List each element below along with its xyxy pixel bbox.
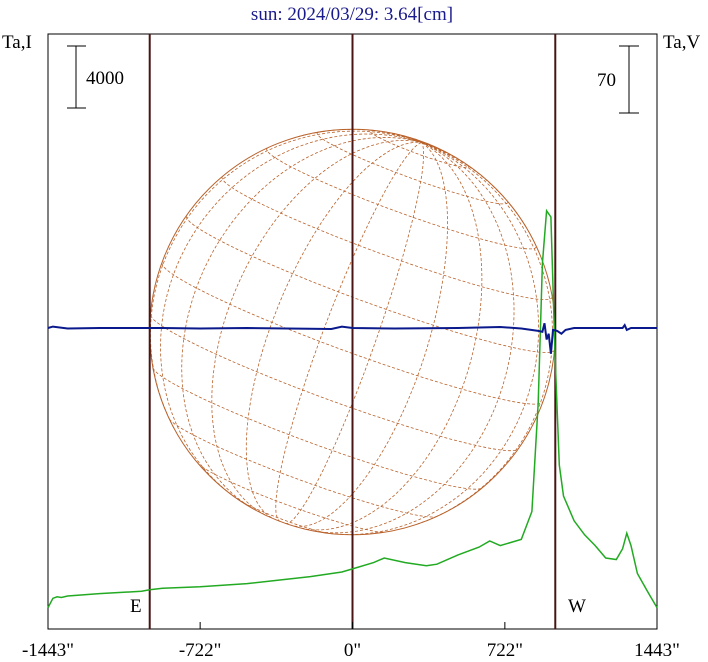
longitude-line	[181, 136, 422, 509]
latitude-line	[161, 262, 543, 405]
longitude-line	[384, 131, 422, 143]
chart-title: sun: 2024/03/29: 3.64[cm]	[251, 4, 453, 25]
x-tick-label: 1443"	[634, 640, 680, 661]
longitude-line	[298, 128, 422, 143]
left-scale-bar	[67, 45, 86, 109]
latitude-line	[239, 499, 331, 534]
longitude-line	[285, 142, 424, 524]
series-line-polarization	[47, 322, 657, 354]
west-label: W	[568, 596, 586, 617]
series-line-intensity	[47, 208, 658, 608]
longitude-line	[301, 142, 483, 531]
east-label: E	[130, 596, 142, 617]
longitude-line	[330, 142, 540, 536]
latitude-line	[150, 315, 519, 452]
latitude-line	[266, 147, 537, 250]
left-axis-label: Ta,I	[2, 32, 32, 53]
latitude-line	[316, 131, 509, 205]
series-group	[47, 208, 658, 608]
latitude-line	[185, 216, 555, 354]
longitude-line	[211, 140, 422, 516]
right-axis-label: Ta,V	[663, 32, 700, 53]
right-scale-label: 70	[597, 70, 616, 91]
latitude-line	[168, 418, 437, 518]
longitude-line	[149, 130, 422, 429]
latitude-line	[197, 463, 386, 533]
x-tick-label: -1443"	[22, 640, 74, 661]
latitude-line	[152, 367, 482, 490]
longitude-line	[160, 133, 422, 501]
longitude-line	[421, 142, 527, 227]
left-scale-label: 4000	[86, 68, 124, 89]
longitude-line	[245, 141, 422, 519]
x-tick-label: 0"	[344, 640, 361, 661]
right-scale-bar	[619, 45, 639, 114]
solar-disk	[149, 128, 556, 536]
x-tick-label: -722"	[179, 640, 222, 661]
longitude-line	[421, 142, 435, 147]
latitude-line	[369, 129, 470, 168]
longitude-line	[275, 142, 422, 522]
longitude-line	[315, 142, 515, 534]
longitude-line	[294, 142, 448, 527]
limb-markers	[148, 34, 557, 629]
longitude-line	[421, 142, 458, 159]
latitude-line	[221, 176, 553, 300]
x-tick-label: 722"	[487, 640, 523, 661]
x-axis: -1443" -722" 0" 722" 1443"	[22, 622, 680, 661]
